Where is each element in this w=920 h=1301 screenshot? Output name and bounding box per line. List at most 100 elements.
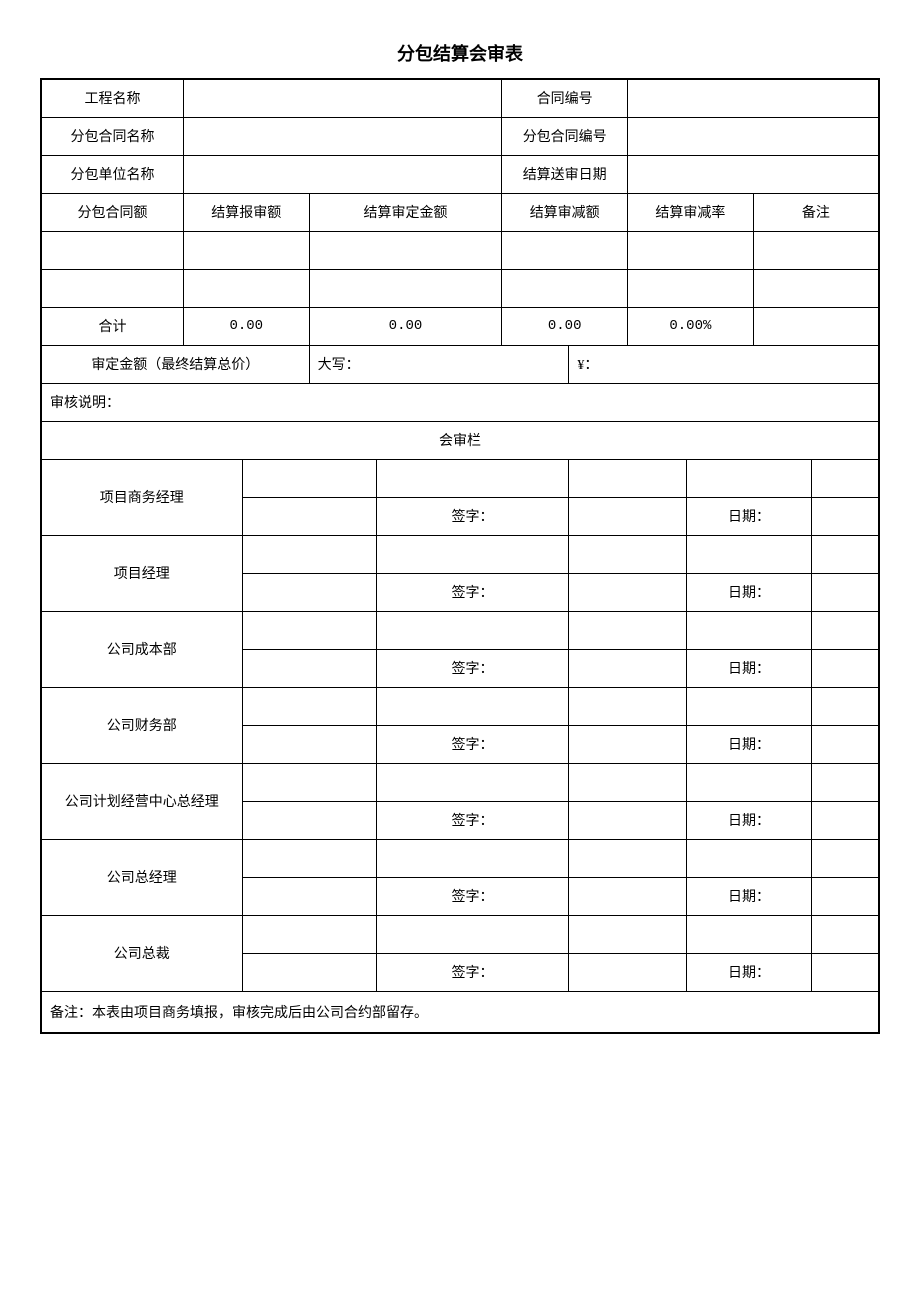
approved-final-label: 审定金额（最终结算总价） — [41, 345, 309, 383]
reviewer-cell — [569, 763, 686, 801]
reviewer-cell — [376, 839, 569, 877]
total-label: 合计 — [41, 307, 183, 345]
reviewer-cell — [242, 459, 376, 497]
reviewer-role: 公司财务部 — [41, 687, 242, 763]
col-remark: 备注 — [753, 193, 879, 231]
reviewer-cell — [242, 877, 376, 915]
reviewer-cell — [376, 915, 569, 953]
date-label: 日期： — [686, 649, 812, 687]
date-value — [812, 953, 879, 991]
total-approved: 0.00 — [309, 307, 502, 345]
date-label: 日期： — [686, 877, 812, 915]
review-section-title: 会审栏 — [41, 421, 879, 459]
sign-value — [569, 649, 686, 687]
date-value — [812, 801, 879, 839]
caps-label: 大写： — [318, 358, 360, 373]
reviewer-role: 公司总经理 — [41, 839, 242, 915]
total-reduction: 0.00 — [502, 307, 628, 345]
reviewer-cell — [242, 573, 376, 611]
reviewer-cell — [812, 763, 879, 801]
reviewer-cell — [686, 611, 812, 649]
reviewer-cell — [812, 915, 879, 953]
date-label: 日期： — [686, 953, 812, 991]
reviewer-cell — [242, 687, 376, 725]
value-project-name — [183, 79, 501, 117]
label-subcontract-no: 分包合同编号 — [502, 117, 628, 155]
reviewer-cell — [376, 763, 569, 801]
reviewer-role: 公司计划经营中心总经理 — [41, 763, 242, 839]
sign-label: 签字： — [376, 573, 569, 611]
col-contract-amount: 分包合同额 — [41, 193, 183, 231]
reviewer-cell — [686, 535, 812, 573]
data-cell — [753, 231, 879, 269]
sign-value — [569, 573, 686, 611]
sign-value — [569, 877, 686, 915]
reviewer-role: 公司总裁 — [41, 915, 242, 991]
reviewer-cell — [242, 535, 376, 573]
label-submit-date: 结算送审日期 — [502, 155, 628, 193]
date-value — [812, 725, 879, 763]
data-cell — [41, 231, 183, 269]
value-contract-no — [628, 79, 879, 117]
reviewer-cell — [569, 611, 686, 649]
sign-value — [569, 725, 686, 763]
reviewer-cell — [569, 687, 686, 725]
sign-label: 签字： — [376, 877, 569, 915]
reviewer-cell — [569, 459, 686, 497]
reviewer-cell — [242, 915, 376, 953]
sign-label: 签字： — [376, 649, 569, 687]
audit-note: 审核说明： — [41, 383, 879, 421]
reviewer-cell — [812, 459, 879, 497]
approved-currency: ¥： — [569, 345, 879, 383]
label-contract-no: 合同编号 — [502, 79, 628, 117]
col-reduction-rate: 结算审减率 — [628, 193, 754, 231]
data-cell — [41, 269, 183, 307]
sign-value — [569, 953, 686, 991]
total-remark — [753, 307, 879, 345]
sign-label: 签字： — [376, 801, 569, 839]
sign-value — [569, 801, 686, 839]
col-reduction-amount: 结算审减额 — [502, 193, 628, 231]
reviewer-cell — [569, 839, 686, 877]
value-subcontract-no — [628, 117, 879, 155]
sign-label: 签字： — [376, 725, 569, 763]
reviewer-cell — [686, 763, 812, 801]
currency-label: ¥： — [577, 358, 598, 373]
date-value — [812, 649, 879, 687]
data-cell — [502, 269, 628, 307]
data-cell — [309, 231, 502, 269]
sign-value — [569, 497, 686, 535]
data-cell — [753, 269, 879, 307]
date-value — [812, 497, 879, 535]
reviewer-role: 项目商务经理 — [41, 459, 242, 535]
footnote: 备注：本表由项目商务填报，审核完成后由公司合约部留存。 — [41, 991, 879, 1033]
label-subcontractor: 分包单位名称 — [41, 155, 183, 193]
reviewer-cell — [812, 839, 879, 877]
date-value — [812, 877, 879, 915]
total-reported: 0.00 — [183, 307, 309, 345]
reviewer-cell — [242, 801, 376, 839]
reviewer-cell — [242, 953, 376, 991]
reviewer-cell — [569, 915, 686, 953]
reviewer-cell — [376, 611, 569, 649]
date-label: 日期： — [686, 573, 812, 611]
col-approved-amount: 结算审定金额 — [309, 193, 502, 231]
data-cell — [183, 269, 309, 307]
review-table: 工程名称 合同编号 分包合同名称 分包合同编号 分包单位名称 结算送审日期 分包… — [40, 78, 880, 1034]
date-label: 日期： — [686, 725, 812, 763]
label-subcontract-name: 分包合同名称 — [41, 117, 183, 155]
reviewer-cell — [812, 535, 879, 573]
reviewer-cell — [376, 459, 569, 497]
date-value — [812, 573, 879, 611]
reviewer-role: 公司成本部 — [41, 611, 242, 687]
approved-caps: 大写： — [309, 345, 569, 383]
reviewer-cell — [686, 915, 812, 953]
reviewer-cell — [242, 497, 376, 535]
reviewer-cell — [812, 687, 879, 725]
data-cell — [502, 231, 628, 269]
date-label: 日期： — [686, 801, 812, 839]
sign-label: 签字： — [376, 953, 569, 991]
reviewer-cell — [376, 687, 569, 725]
sign-label: 签字： — [376, 497, 569, 535]
reviewer-cell — [686, 839, 812, 877]
